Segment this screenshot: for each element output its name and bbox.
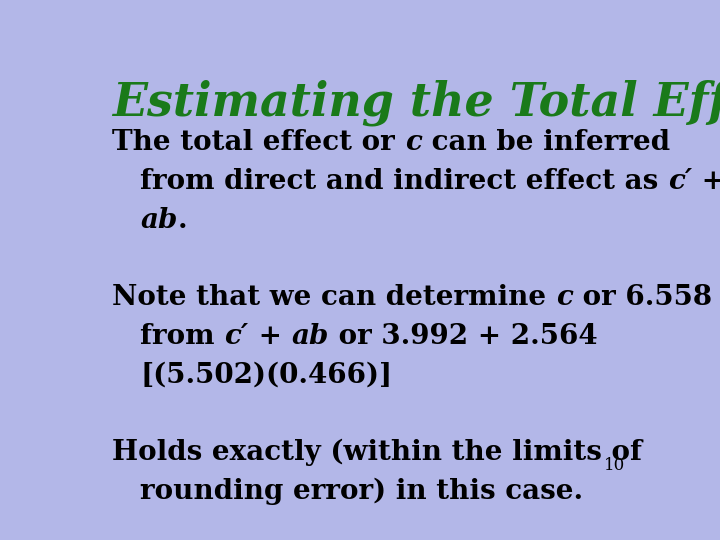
Text: or 3.992 + 2.564: or 3.992 + 2.564	[328, 322, 597, 349]
Text: [(5.502)(0.466)]: [(5.502)(0.466)]	[140, 361, 392, 388]
Text: rounding error) in this case.: rounding error) in this case.	[140, 477, 583, 505]
Text: from: from	[140, 322, 225, 349]
Text: from direct and indirect effect as: from direct and indirect effect as	[140, 168, 668, 195]
Text: Holds exactly (within the limits of: Holds exactly (within the limits of	[112, 438, 642, 466]
Text: c: c	[405, 129, 422, 156]
Text: The total effect or: The total effect or	[112, 129, 405, 156]
Text: Note that we can determine: Note that we can determine	[112, 284, 556, 311]
Text: c′: c′	[225, 322, 248, 349]
Text: Estimating the Total Effect (c): Estimating the Total Effect (c)	[112, 79, 720, 126]
Text: or 6.558: or 6.558	[573, 284, 712, 311]
Text: 10: 10	[604, 457, 626, 474]
Text: c: c	[556, 284, 573, 311]
Text: +: +	[693, 168, 720, 195]
Text: c′: c′	[668, 168, 693, 195]
Text: .: .	[178, 207, 187, 234]
Text: ab: ab	[140, 207, 178, 234]
Text: ab: ab	[291, 322, 328, 349]
Text: can be inferred: can be inferred	[422, 129, 670, 156]
Text: +: +	[248, 322, 291, 349]
